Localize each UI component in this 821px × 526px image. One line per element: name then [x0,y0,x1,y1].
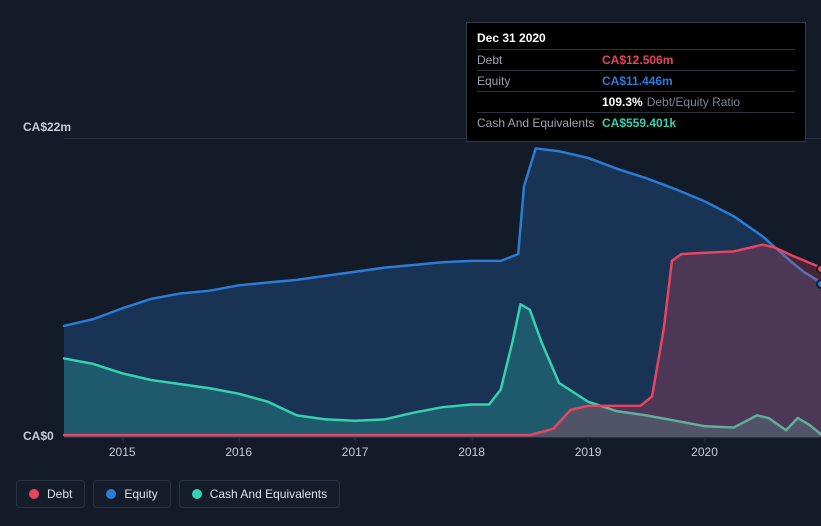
tooltip-row: 109.3% Debt/Equity Ratio [477,91,795,112]
equity-legend-dot [106,489,116,499]
x-axis-tick: 2017 [342,445,369,459]
tooltip-row-label: Debt [477,53,602,67]
y-axis-min-label: CA$0 [23,429,54,443]
legend-item-label: Cash And Equivalents [210,487,327,501]
x-axis-tick: 2019 [575,445,602,459]
tooltip-row-label: Cash And Equivalents [477,116,602,130]
x-axis-tick: 2018 [458,445,485,459]
chart-plot-area[interactable] [64,138,821,438]
tooltip-row: Cash And EquivalentsCA$559.401k [477,112,795,133]
tooltip-row-value: 109.3% [602,95,643,109]
tooltip-row-value: CA$559.401k [602,116,676,130]
x-axis: 2015 2016 2017 2018 2019 2020 [64,445,821,469]
cash-legend-dot [192,489,202,499]
tooltip-row-suffix: Debt/Equity Ratio [647,95,740,109]
x-axis-tick: 2016 [225,445,252,459]
chart-svg [64,139,821,437]
tooltip-row-value: CA$11.446m [602,74,673,88]
legend-item-equity[interactable]: Equity [93,480,170,508]
y-axis-max-label: CA$22m [23,120,71,134]
x-axis-tick: 2020 [691,445,718,459]
legend-item-debt[interactable]: Debt [16,480,85,508]
debt-legend-dot [29,489,39,499]
legend-item-label: Debt [47,487,72,501]
tooltip-row: DebtCA$12.506m [477,49,795,70]
equity-end-marker [816,279,821,289]
debt-end-marker [816,264,821,274]
tooltip-panel: Dec 31 2020 DebtCA$12.506mEquityCA$11.44… [466,22,806,142]
tooltip-title: Dec 31 2020 [477,29,795,49]
tooltip-row-value: CA$12.506m [602,53,673,67]
tooltip-row-label [477,95,602,109]
x-axis-tick: 2015 [109,445,136,459]
legend-item-cash[interactable]: Cash And Equivalents [179,480,340,508]
legend: Debt Equity Cash And Equivalents [16,480,340,508]
tooltip-row-label: Equity [477,74,602,88]
tooltip-row: EquityCA$11.446m [477,70,795,91]
legend-item-label: Equity [124,487,157,501]
